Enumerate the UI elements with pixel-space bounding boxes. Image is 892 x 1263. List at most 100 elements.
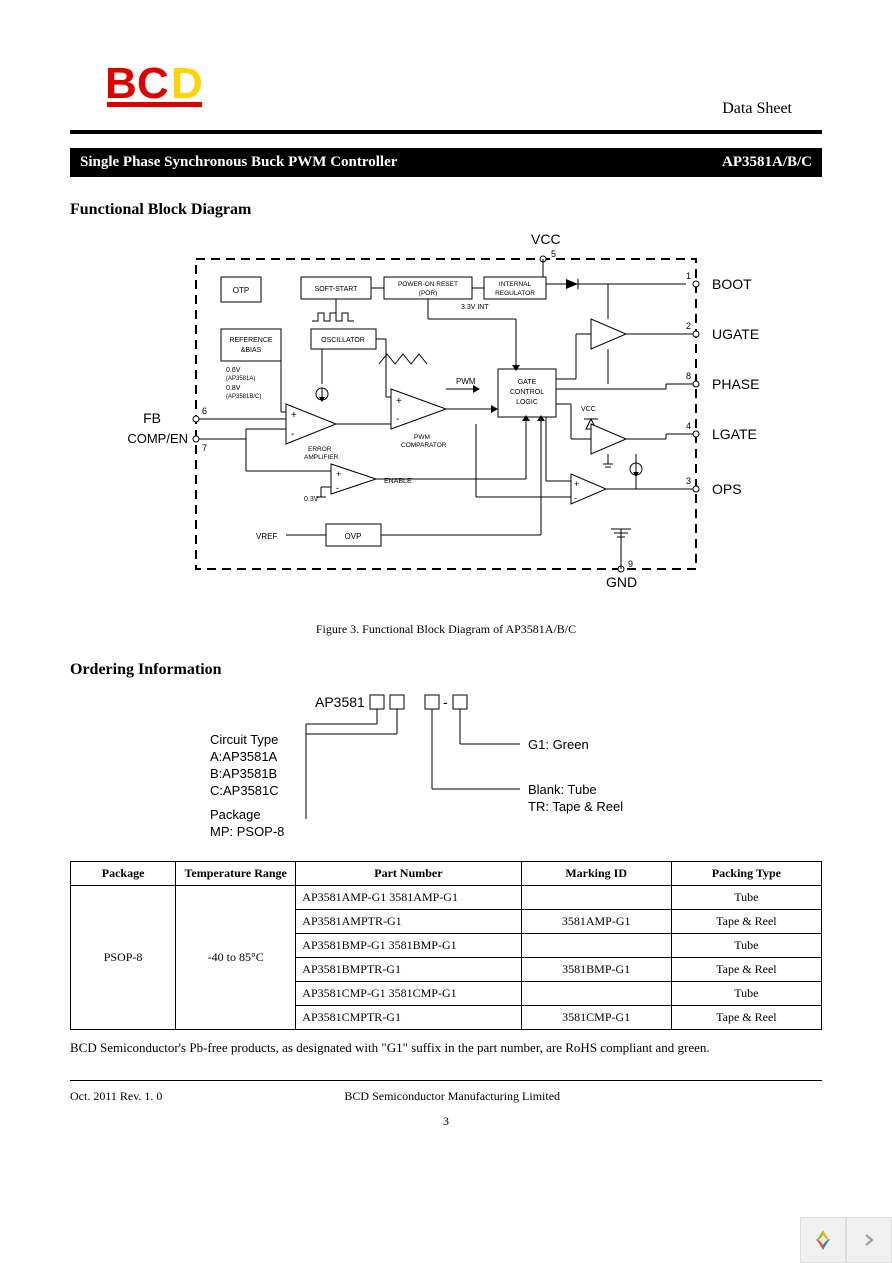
cell-mark: 3581AMP-G1 (521, 910, 671, 934)
th-package: Package (71, 862, 176, 886)
svg-text:Package: Package (210, 807, 261, 822)
datasheet-label: Data Sheet (722, 100, 792, 118)
svg-text:0.6V: 0.6V (226, 367, 241, 374)
cell-pack: Tape & Reel (671, 910, 821, 934)
svg-text:+: + (396, 396, 402, 407)
svg-text:-: - (396, 414, 399, 425)
title-bar: Single Phase Synchronous Buck PWM Contro… (70, 148, 822, 177)
svg-text:GND: GND (606, 574, 637, 590)
svg-text:VCC: VCC (531, 231, 561, 247)
bcd-logo: B C D (105, 58, 225, 113)
cell-pack: Tube (671, 934, 821, 958)
svg-text:G1: Green: G1: Green (528, 737, 589, 752)
svg-text:1: 1 (686, 271, 691, 281)
svg-text:7: 7 (202, 443, 207, 453)
footer-rule (70, 1080, 822, 1081)
svg-text:B:AP3581B: B:AP3581B (210, 766, 277, 781)
cell-part: AP3581CMPTR-G1 (296, 1006, 521, 1030)
svg-text:ERROR: ERROR (308, 446, 332, 453)
svg-text:0.8V: 0.8V (226, 385, 241, 392)
th-part: Part Number (296, 862, 521, 886)
svg-text:2: 2 (686, 321, 691, 331)
block-diagram: VCC 5 1 BOOT 2 UGATE 8 PHASE 4 LGATE 3 O… (126, 229, 766, 604)
title-left: Single Phase Synchronous Buck PWM Contro… (80, 154, 397, 171)
svg-text:UGATE: UGATE (712, 326, 759, 342)
header-rule (70, 130, 822, 134)
svg-text:(AP3581A): (AP3581A) (226, 376, 255, 382)
svg-text:3: 3 (686, 476, 691, 486)
svg-text:A:AP3581A: A:AP3581A (210, 749, 278, 764)
svg-text:LOGIC: LOGIC (516, 399, 538, 406)
cell-temp: -40 to 85°C (176, 886, 296, 1030)
cell-pack: Tape & Reel (671, 958, 821, 982)
corner-widget (800, 1217, 892, 1263)
rohs-footnote: BCD Semiconductor's Pb-free products, as… (70, 1038, 822, 1058)
svg-text:SOFT-START: SOFT-START (315, 286, 359, 293)
svg-text:MP: PSOP-8: MP: PSOP-8 (210, 824, 284, 839)
svg-text:(POR): (POR) (419, 290, 437, 297)
svg-text:CONTROL: CONTROL (510, 389, 544, 396)
svg-text:+: + (291, 410, 297, 421)
svg-text:AP3581: AP3581 (315, 694, 365, 710)
svg-text:FB: FB (143, 410, 161, 426)
svg-text:&BIAS: &BIAS (241, 347, 262, 354)
svg-text:REGULATOR: REGULATOR (495, 290, 535, 297)
cell-pack: Tube (671, 886, 821, 910)
figure-caption: Figure 3. Functional Block Diagram of AP… (70, 622, 822, 637)
footer-left: Oct. 2011 Rev. 1. 0 (70, 1089, 162, 1104)
corner-next-icon[interactable] (846, 1217, 892, 1263)
svg-text:3.3V INT: 3.3V INT (461, 304, 489, 311)
th-temp: Temperature Range (176, 862, 296, 886)
cell-mark: 3581CMP-G1 (521, 1006, 671, 1030)
cell-part: AP3581CMP-G1 3581CMP-G1 (296, 982, 521, 1006)
cell-pack: Tube (671, 982, 821, 1006)
svg-text:OPS: OPS (712, 481, 742, 497)
svg-text:+: + (336, 469, 341, 479)
svg-text:Circuit Type: Circuit Type (210, 732, 278, 747)
section-ordering: Ordering Information (70, 661, 822, 679)
svg-text:COMPARATOR: COMPARATOR (401, 442, 447, 449)
cell-mark (521, 886, 671, 910)
svg-text:OTP: OTP (233, 286, 249, 295)
svg-text:TR: Tape & Reel: TR: Tape & Reel (528, 799, 623, 814)
title-right: AP3581A/B/C (722, 154, 812, 171)
svg-text:VREF: VREF (256, 532, 277, 541)
cell-part: AP3581BMPTR-G1 (296, 958, 521, 982)
svg-text:-: - (443, 694, 448, 710)
svg-text:PWM: PWM (456, 377, 476, 386)
page-number: 3 (70, 1114, 822, 1129)
corner-logo-icon[interactable] (800, 1217, 846, 1263)
svg-text:B: B (105, 59, 137, 108)
cell-mark (521, 982, 671, 1006)
svg-text:GATE: GATE (518, 379, 537, 386)
table-row: PSOP-8 -40 to 85°C AP3581AMP-G1 3581AMP-… (71, 886, 822, 910)
svg-text:-: - (336, 483, 339, 493)
svg-text:VCC: VCC (581, 406, 596, 413)
svg-text:6: 6 (202, 406, 207, 416)
section-block-diagram: Functional Block Diagram (70, 201, 822, 219)
ordering-table: Package Temperature Range Part Number Ma… (70, 861, 822, 1030)
svg-text:INTERNAL: INTERNAL (499, 281, 532, 288)
svg-text:AMPLIFIER: AMPLIFIER (304, 454, 339, 461)
svg-text:PWM: PWM (414, 434, 430, 441)
cell-part: AP3581AMPTR-G1 (296, 910, 521, 934)
svg-text:C: C (137, 59, 169, 108)
svg-text:POWER-ON RESET: POWER-ON RESET (398, 281, 458, 288)
ordering-decoder: AP3581 - Circuit Type A:AP3581A B:AP3581… (70, 689, 822, 859)
th-packing: Packing Type (671, 862, 821, 886)
cell-package: PSOP-8 (71, 886, 176, 1030)
cell-mark (521, 934, 671, 958)
cell-part: AP3581AMP-G1 3581AMP-G1 (296, 886, 521, 910)
th-marking: Marking ID (521, 862, 671, 886)
svg-text:(AP3581B/C): (AP3581B/C) (226, 394, 261, 400)
svg-text:C:AP3581C: C:AP3581C (210, 783, 279, 798)
cell-mark: 3581BMP-G1 (521, 958, 671, 982)
cell-part: AP3581BMP-G1 3581BMP-G1 (296, 934, 521, 958)
svg-text:OSCILLATOR: OSCILLATOR (321, 337, 365, 344)
svg-text:COMP/EN: COMP/EN (127, 431, 188, 446)
svg-text:-: - (291, 429, 294, 440)
footer: Oct. 2011 Rev. 1. 0 BCD Semiconductor Ma… (70, 1089, 822, 1104)
svg-text:OVP: OVP (345, 532, 362, 541)
svg-text:REFERENCE: REFERENCE (229, 337, 273, 344)
svg-text:9: 9 (628, 559, 633, 569)
